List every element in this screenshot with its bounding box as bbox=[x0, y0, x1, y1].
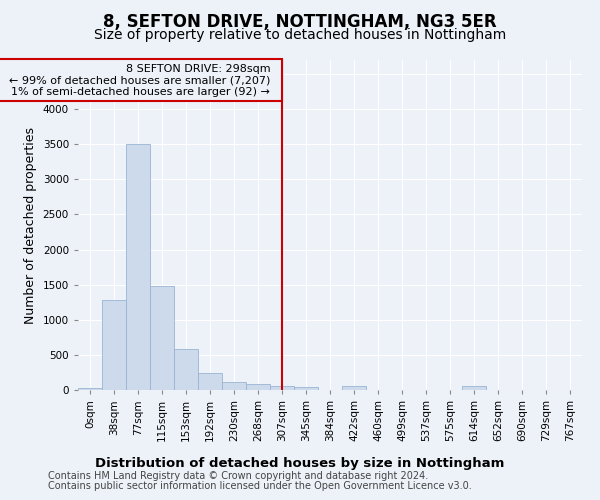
Bar bbox=[150, 286, 174, 390]
Y-axis label: Number of detached properties: Number of detached properties bbox=[24, 126, 37, 324]
Text: Distribution of detached houses by size in Nottingham: Distribution of detached houses by size … bbox=[95, 458, 505, 470]
Text: Contains public sector information licensed under the Open Government Licence v3: Contains public sector information licen… bbox=[48, 481, 472, 491]
Bar bbox=[126, 144, 150, 390]
Text: Size of property relative to detached houses in Nottingham: Size of property relative to detached ho… bbox=[94, 28, 506, 42]
Bar bbox=[246, 384, 270, 390]
Bar bbox=[222, 382, 246, 390]
Bar bbox=[198, 373, 222, 390]
Bar bbox=[342, 386, 366, 390]
Text: 8 SEFTON DRIVE: 298sqm  
  ← 99% of detached houses are smaller (7,207)  
  1% o: 8 SEFTON DRIVE: 298sqm ← 99% of detached… bbox=[2, 64, 277, 96]
Bar bbox=[270, 386, 294, 390]
Bar bbox=[78, 388, 102, 390]
Bar bbox=[174, 350, 198, 390]
Text: Contains HM Land Registry data © Crown copyright and database right 2024.: Contains HM Land Registry data © Crown c… bbox=[48, 471, 428, 481]
Bar bbox=[102, 300, 126, 390]
Text: 8, SEFTON DRIVE, NOTTINGHAM, NG3 5ER: 8, SEFTON DRIVE, NOTTINGHAM, NG3 5ER bbox=[103, 12, 497, 30]
Bar bbox=[294, 387, 318, 390]
Bar bbox=[462, 386, 486, 390]
